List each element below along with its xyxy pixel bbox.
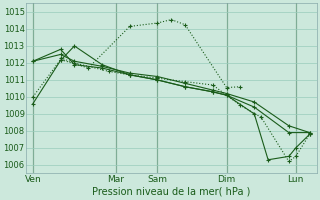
X-axis label: Pression niveau de la mer( hPa ): Pression niveau de la mer( hPa ) (92, 187, 251, 197)
